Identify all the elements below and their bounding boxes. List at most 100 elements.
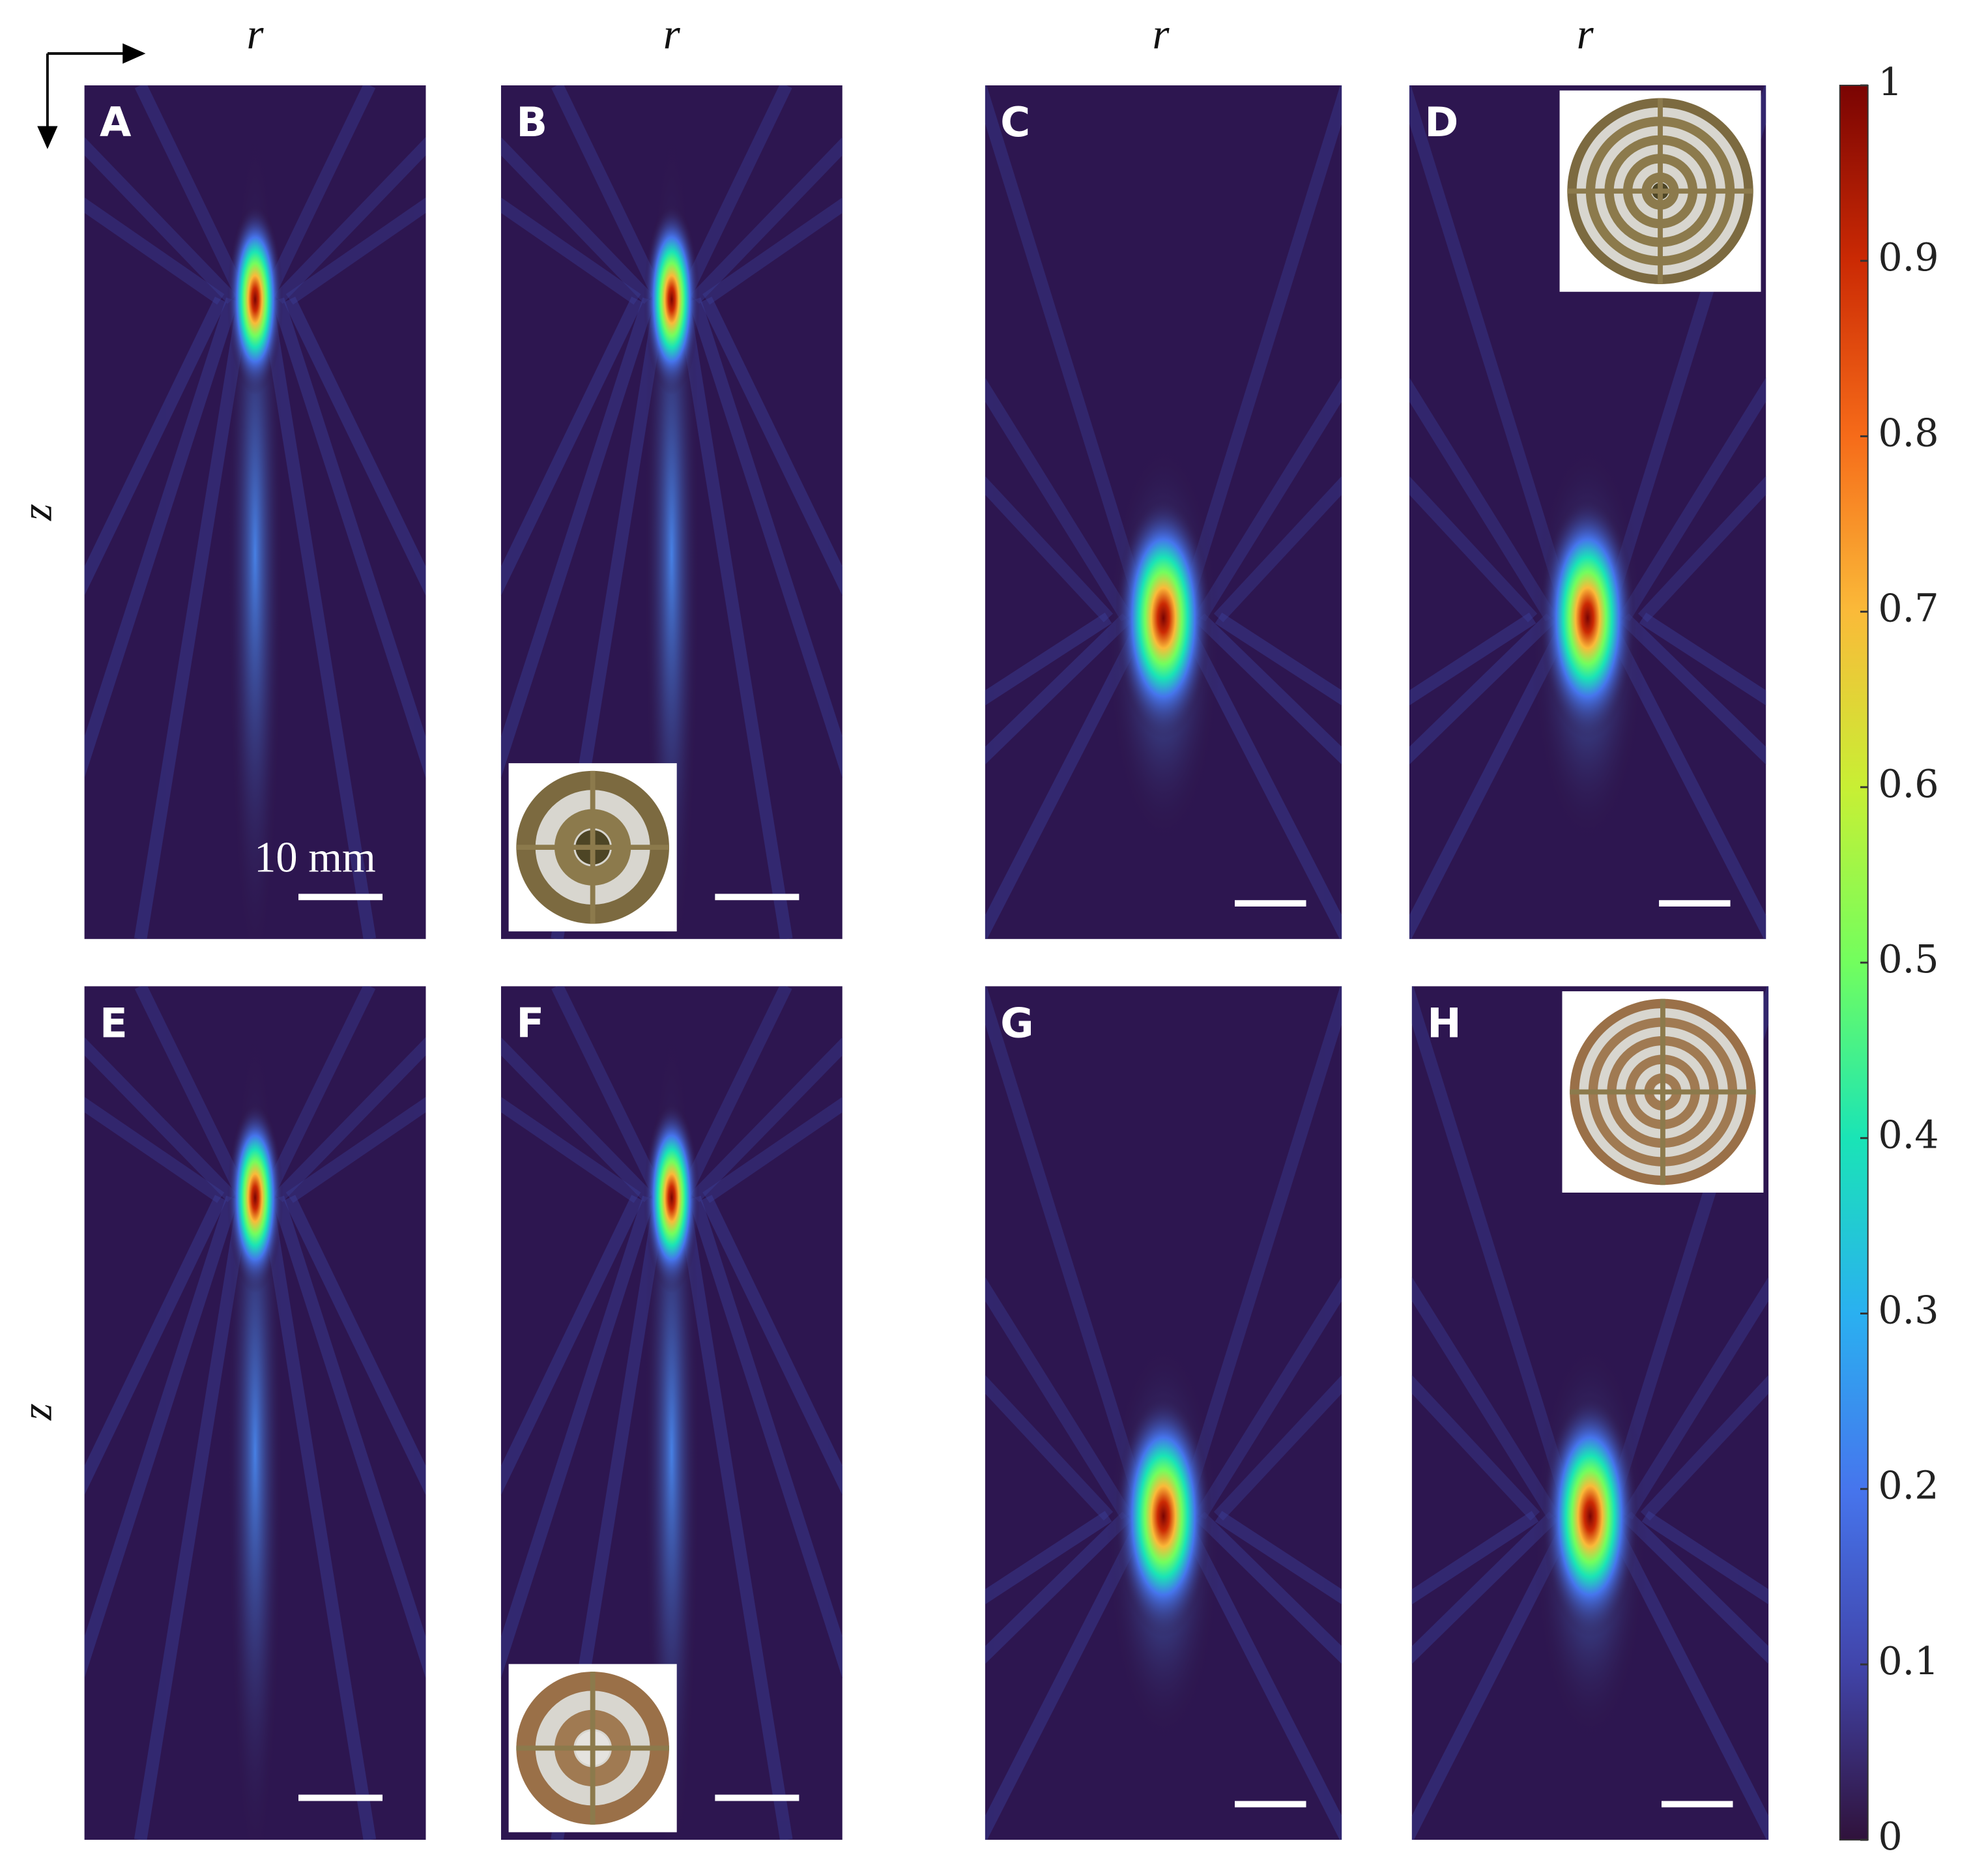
heatmap-panel: C <box>985 85 1342 939</box>
colorbar-tick-label: 1 <box>1878 60 1902 104</box>
r-axis-label: r <box>1153 10 1170 58</box>
ray <box>676 298 793 939</box>
heatmap <box>84 986 426 1840</box>
ray <box>985 377 1132 622</box>
heatmap-panel: A 10 mm <box>84 85 426 939</box>
focal-spot <box>227 1102 283 1294</box>
ray <box>700 1195 843 1496</box>
ray <box>688 1195 843 1679</box>
ray <box>500 197 641 305</box>
ray <box>1621 1277 1769 1520</box>
heatmap-panel: G <box>985 986 1342 1840</box>
ray <box>985 613 1112 706</box>
ray <box>84 297 227 596</box>
panel-label: A <box>100 98 132 146</box>
ray <box>283 1195 426 1496</box>
ray <box>134 298 250 939</box>
ray <box>677 986 792 1201</box>
ray <box>260 298 377 939</box>
colorbar-tick-label: 0.6 <box>1878 762 1938 806</box>
ray <box>1215 1511 1342 1604</box>
scale-label: 10 mm <box>254 834 376 881</box>
colorbar-tick-label: 0.2 <box>1878 1464 1938 1508</box>
ray <box>500 297 655 779</box>
heatmap-panel: E <box>84 986 426 1840</box>
ray <box>1409 476 1538 622</box>
ray <box>690 1037 843 1202</box>
ray <box>84 1195 238 1679</box>
ray <box>700 297 843 596</box>
ray <box>1411 1374 1540 1521</box>
ray <box>1622 1511 1769 1664</box>
r-axis-label: r <box>663 10 681 58</box>
ray <box>260 1197 377 1840</box>
ray <box>1639 613 1766 706</box>
ray <box>1619 377 1766 622</box>
panel-label: C <box>1000 98 1030 146</box>
z-axis-label: z <box>14 504 61 521</box>
ray <box>1411 1277 1559 1520</box>
ray <box>84 1195 227 1496</box>
ray <box>84 1097 225 1203</box>
colorbar <box>1839 85 1869 1841</box>
ray <box>1195 1511 1342 1664</box>
colorbar-tick-label: 0.3 <box>1878 1288 1938 1333</box>
ray <box>285 197 426 305</box>
ray <box>1641 1511 1769 1604</box>
focal-spot <box>1115 497 1212 739</box>
colorbar-tick-label: 0.5 <box>1878 937 1938 981</box>
ray <box>551 85 667 302</box>
ray <box>500 137 654 304</box>
inset-photo <box>508 1664 677 1833</box>
heatmap <box>985 85 1342 939</box>
ray <box>1213 476 1342 622</box>
ray <box>985 476 1114 622</box>
heatmap-panel: H <box>1411 986 1769 1840</box>
focal-spot <box>1115 1395 1212 1638</box>
focal-spot <box>1542 1395 1639 1638</box>
ray <box>500 297 643 596</box>
ray <box>677 85 792 302</box>
heatmap-panel: B <box>500 85 843 939</box>
ray <box>702 197 843 305</box>
ray <box>1409 377 1557 622</box>
ray <box>1213 1374 1342 1521</box>
ray <box>500 1097 641 1203</box>
panel-label: H <box>1427 999 1461 1047</box>
ray <box>1409 613 1536 706</box>
ray <box>285 1097 426 1203</box>
ray <box>500 1195 643 1496</box>
ray <box>985 1374 1114 1521</box>
colorbar-tick-label: 0.9 <box>1878 235 1938 280</box>
ray <box>500 1037 654 1202</box>
ray <box>134 1197 250 1840</box>
ray <box>1620 613 1766 765</box>
ray <box>551 986 667 1201</box>
ray <box>676 1197 793 1840</box>
colorbar-tick-label: 0.8 <box>1878 411 1938 455</box>
ray <box>1409 613 1556 765</box>
ray <box>702 1097 843 1203</box>
r-axis-label: r <box>1577 10 1594 58</box>
focal-spot <box>1539 497 1636 739</box>
ray <box>134 85 250 302</box>
ray <box>261 85 376 302</box>
ray <box>985 613 1132 765</box>
ray <box>1194 1277 1342 1520</box>
ray <box>690 137 843 304</box>
ray <box>261 986 376 1201</box>
ray <box>84 297 238 779</box>
heatmap-panel: F <box>500 986 843 1840</box>
heatmap <box>84 85 426 939</box>
ray <box>84 1037 237 1202</box>
r-axis-label: r <box>247 10 265 58</box>
colorbar-tick-label: 0 <box>1878 1814 1902 1859</box>
ray <box>84 197 225 305</box>
ray <box>1196 613 1342 765</box>
focal-spot <box>643 1102 700 1294</box>
panel-label: F <box>516 999 544 1047</box>
focal-spot <box>643 203 700 396</box>
axis-arrows <box>37 43 146 149</box>
colorbar-tick-label: 0.7 <box>1878 587 1938 631</box>
